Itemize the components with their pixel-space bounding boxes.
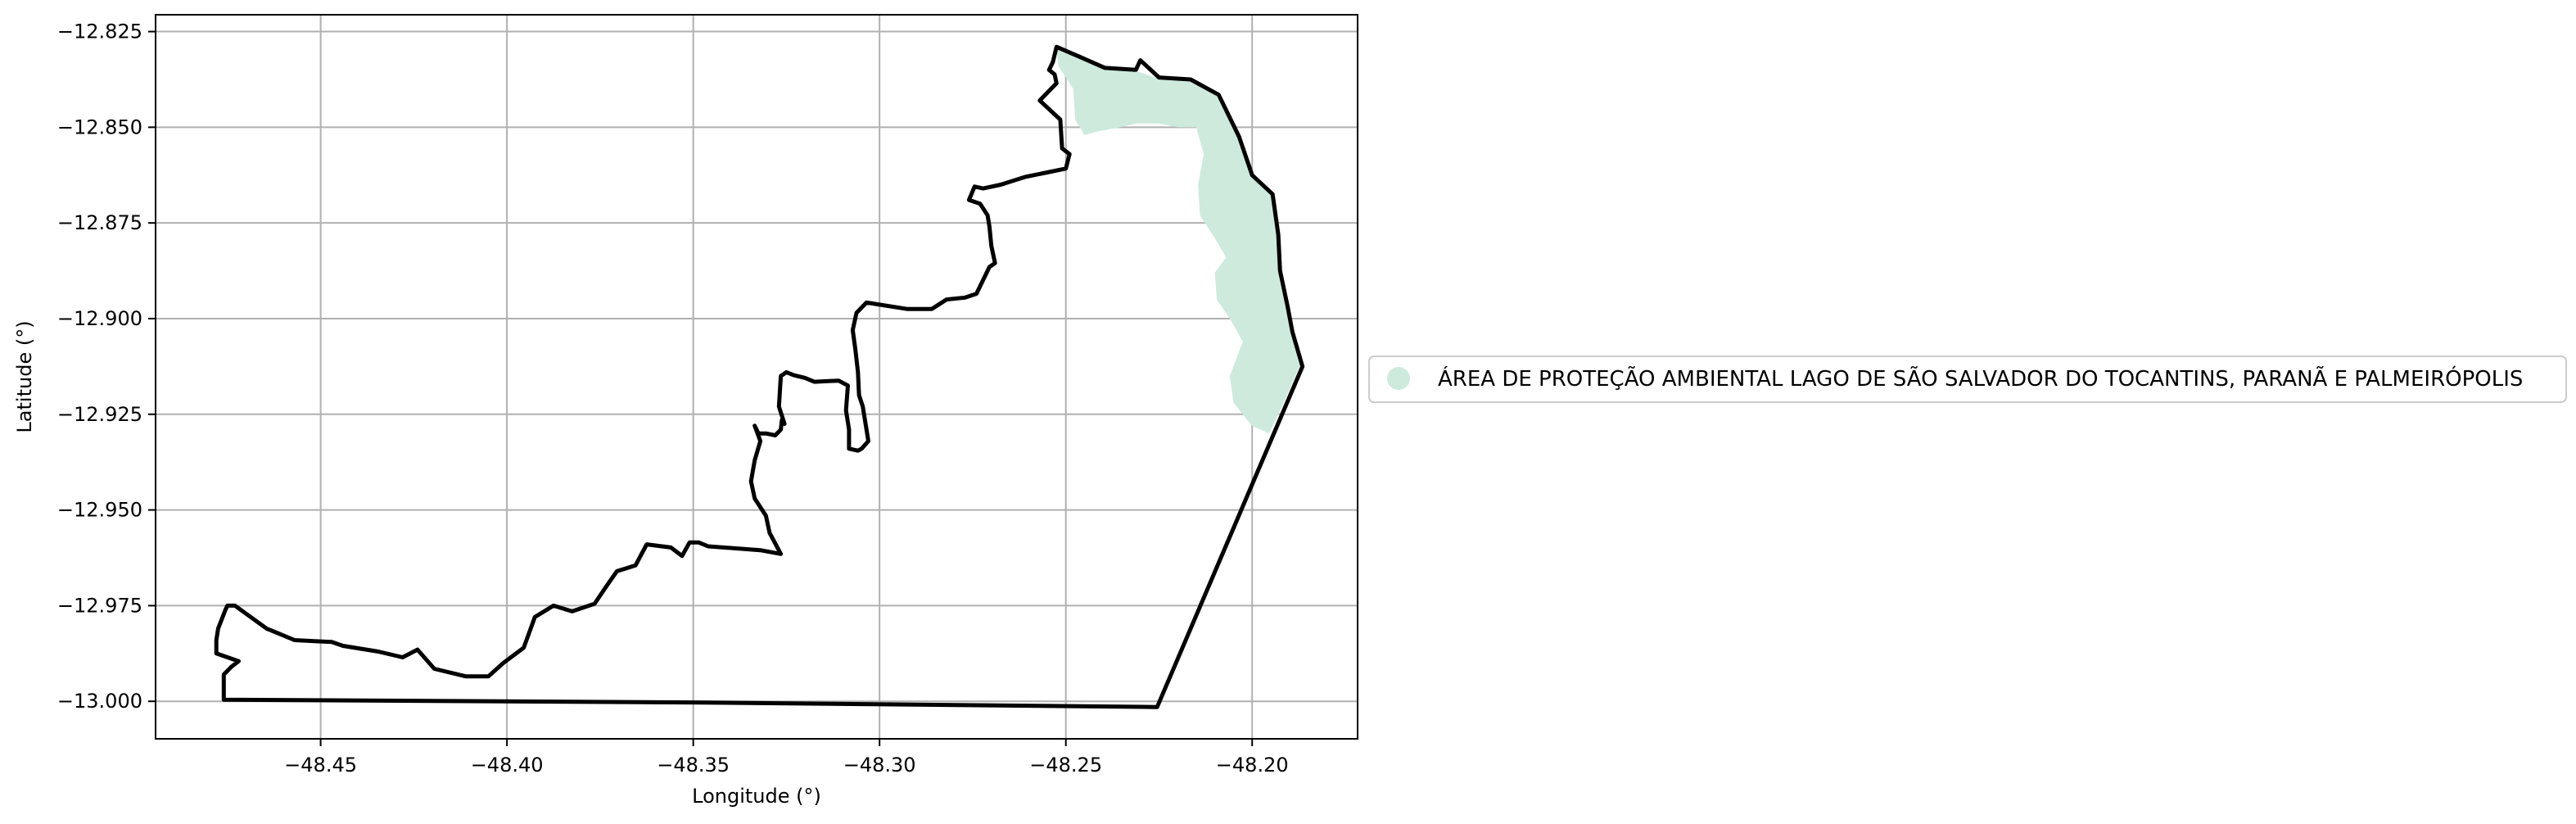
y-tick-label: −13.000 xyxy=(57,690,142,713)
x-axis-label: Longitude (°) xyxy=(692,785,821,808)
y-tick-label: −12.950 xyxy=(57,499,142,522)
legend: ÁREA DE PROTEÇÃO AMBIENTAL LAGO DE SÃO S… xyxy=(1368,355,2567,403)
y-tick-label: −12.975 xyxy=(57,594,142,617)
y-axis-label: Latitude (°) xyxy=(13,320,36,432)
axes-background xyxy=(156,15,1358,739)
x-tick-label: −48.35 xyxy=(657,754,730,776)
y-tick-label: −12.925 xyxy=(57,403,142,426)
legend-label-protected-area: ÁREA DE PROTEÇÃO AMBIENTAL LAGO DE SÃO S… xyxy=(1438,365,2523,392)
y-tick-label: −12.900 xyxy=(57,307,142,330)
x-tick-label: −48.40 xyxy=(471,754,544,776)
grid-lines xyxy=(156,15,1358,739)
x-tick-label: −48.45 xyxy=(284,754,357,776)
municipality-boundary xyxy=(214,44,1305,709)
legend-box xyxy=(1368,355,2567,403)
x-tick-label: −48.20 xyxy=(1216,754,1289,776)
x-tick-label: −48.25 xyxy=(1029,754,1102,776)
x-tick-label: −48.30 xyxy=(843,754,916,776)
y-tick-label: −12.825 xyxy=(57,20,142,43)
plot-area xyxy=(155,14,1358,740)
axes-frame xyxy=(155,14,1358,740)
y-tick-label: −12.850 xyxy=(57,115,142,138)
y-axis-ticks: −12.825 −12.850 −12.875 −12.900 −12.925 −12.9… xyxy=(57,20,156,713)
x-axis-ticks: −48.45 −48.40 −48.35 −48.30 −48.25 −48.20 xyxy=(284,739,1289,776)
legend-marker-protected-area xyxy=(1387,367,1410,390)
y-tick-label: −12.875 xyxy=(57,211,142,234)
